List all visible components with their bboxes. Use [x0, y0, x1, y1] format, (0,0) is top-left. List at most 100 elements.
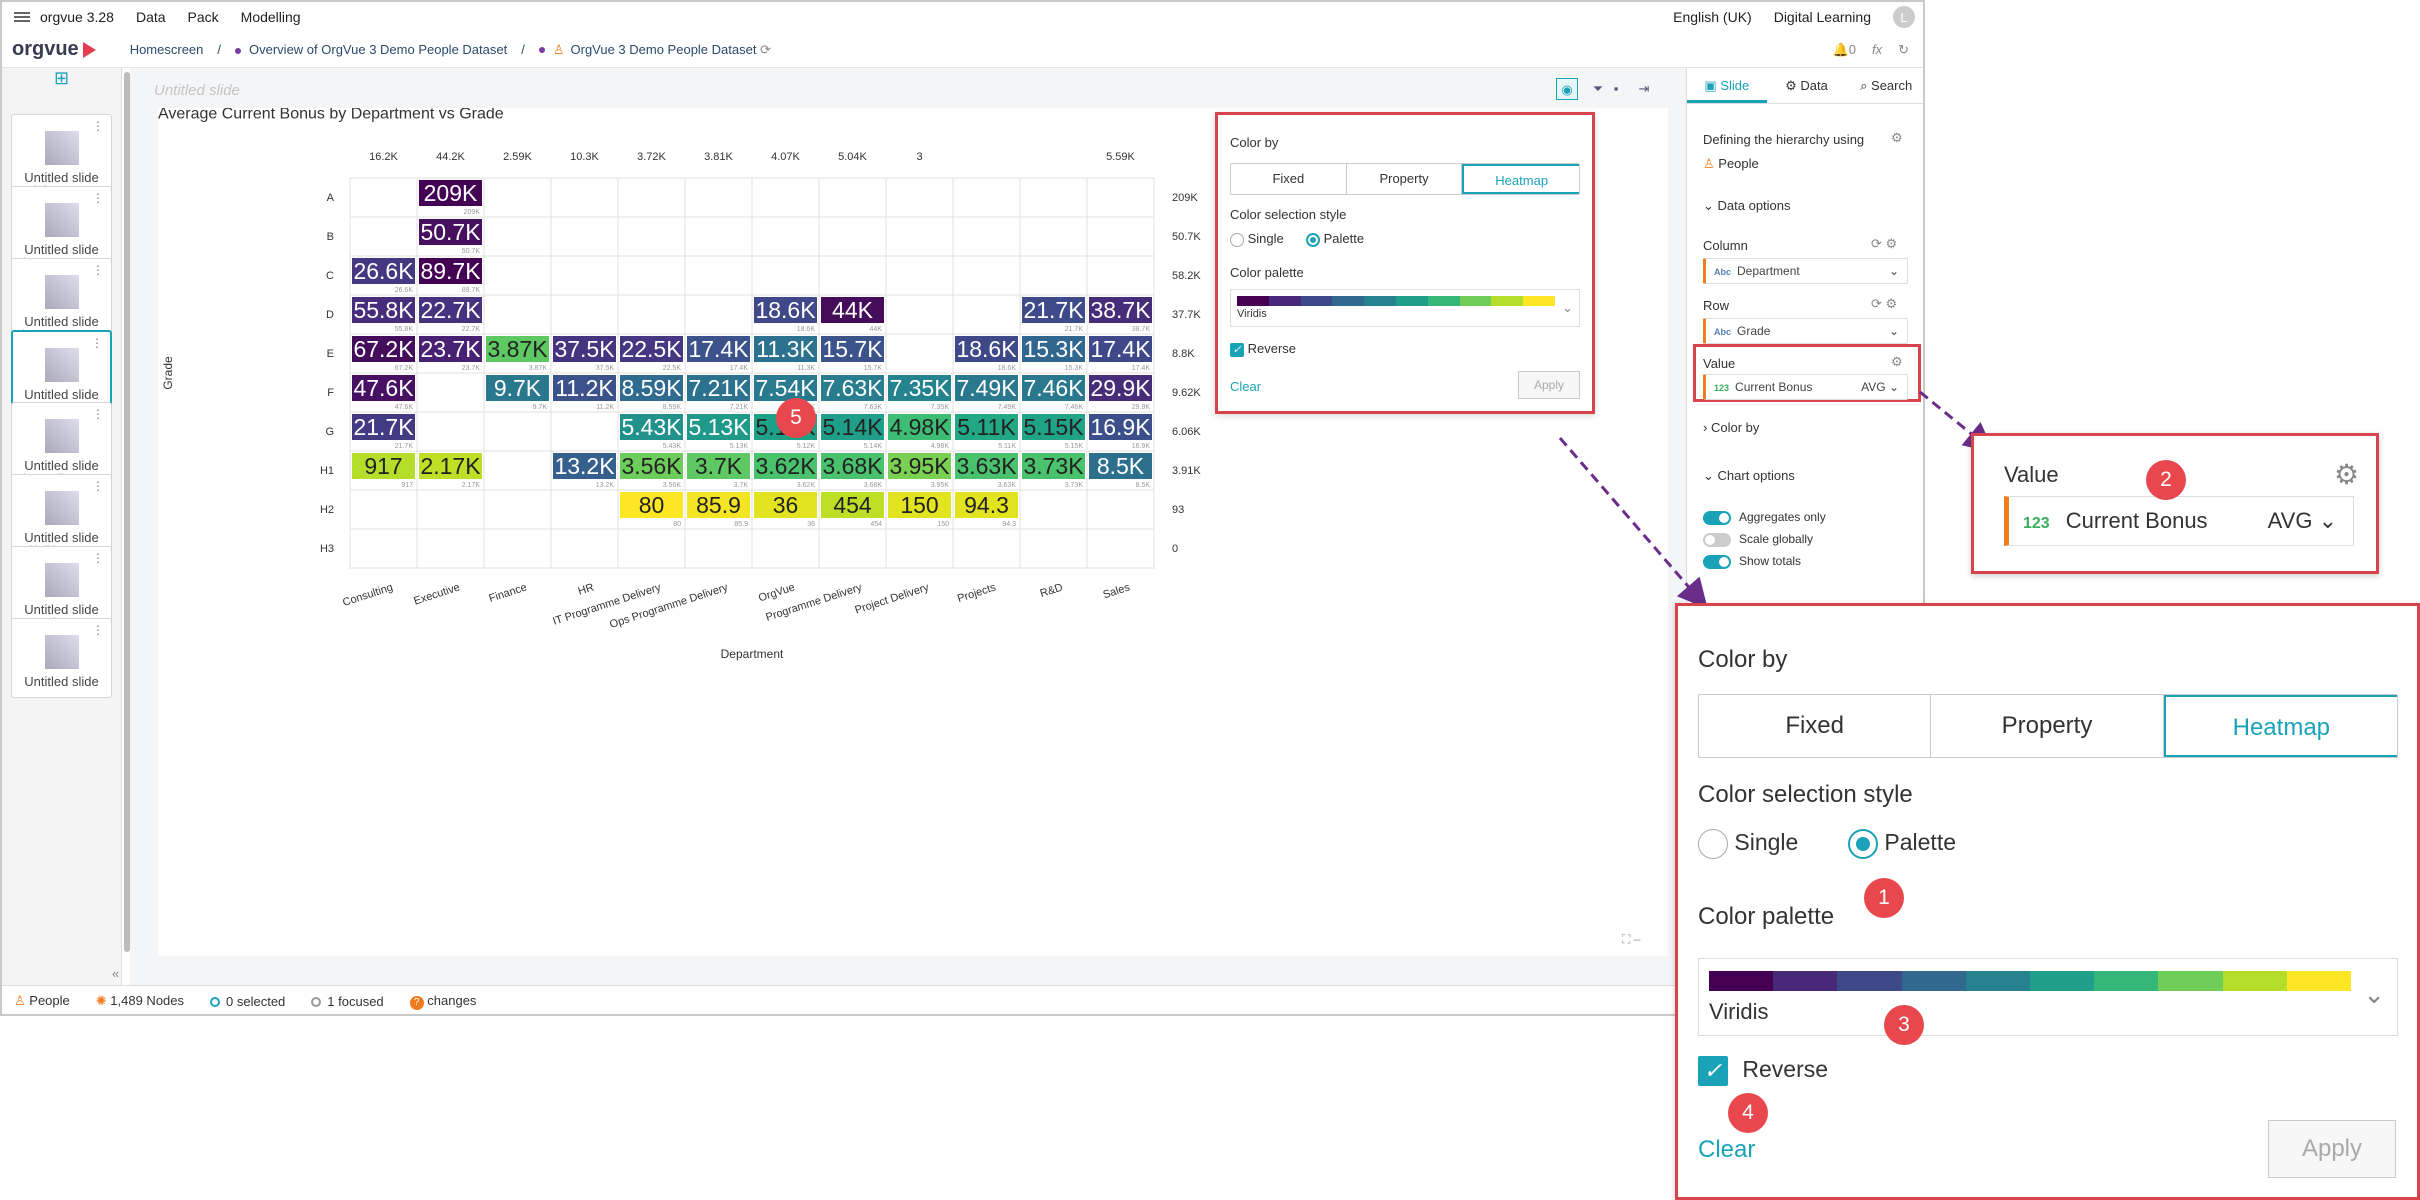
heatmap-cell-value: 22.5K — [621, 336, 682, 362]
breadcrumb-overview[interactable]: Overview of OrgVue 3 Demo People Dataset — [235, 42, 507, 57]
hierarchy-value[interactable]: ♙ People — [1703, 156, 1759, 172]
menu-data[interactable]: Data — [135, 9, 166, 25]
heatmap-cell-sublabel: 36 — [807, 521, 815, 528]
language-selector[interactable]: English (UK) — [1673, 9, 1752, 25]
mode-property-button[interactable]: Property — [1347, 164, 1463, 194]
value-field[interactable]: 123 Current Bonus AVG ⌄ — [1703, 374, 1908, 400]
fit-icon[interactable]: ⛶ – — [1622, 932, 1641, 946]
row-actions-icon[interactable]: ⟳ ⚙ — [1871, 296, 1898, 311]
breadcrumb-home[interactable]: Homescreen — [129, 42, 204, 57]
palette-color-swatch — [2222, 971, 2287, 991]
zoom-mode-property-button[interactable]: Property — [1931, 695, 2164, 757]
zoom-mode-fixed-button[interactable]: Fixed — [1699, 695, 1932, 757]
chart-card: Average Current Bonus by Department vs G… — [158, 105, 1668, 956]
more-vertical-icon[interactable]: ⋮ — [92, 623, 104, 637]
alerts-counter[interactable]: 🔔0 — [1833, 42, 1856, 58]
heatmap-cell — [888, 375, 951, 401]
status-focused[interactable]: 1 focused — [311, 993, 384, 1009]
toggle-switch[interactable] — [1703, 554, 1731, 569]
toggle-scale-globally[interactable]: Scale globally — [1703, 532, 1813, 547]
row-total: 0 — [1172, 543, 1178, 555]
style-single-radio[interactable]: Single — [1230, 231, 1284, 247]
toggle-show-totals[interactable]: Show totals — [1703, 554, 1801, 569]
zoom-reverse-checkbox[interactable]: ✓ Reverse — [1698, 1056, 1828, 1086]
more-vertical-icon[interactable]: ⋮ — [92, 479, 104, 493]
menu-pack[interactable]: Pack — [187, 9, 219, 25]
toggle-aggregates-only[interactable]: Aggregates only — [1703, 510, 1826, 525]
zoom-clear-button[interactable]: Clear — [1698, 1136, 1756, 1163]
sync-icon[interactable]: ⟳ — [760, 41, 771, 57]
more-vertical-icon[interactable]: ⋮ — [92, 119, 104, 133]
zoom-style-palette-radio[interactable]: Palette — [1848, 829, 1956, 859]
export-icon[interactable]: ⇥ — [1638, 81, 1650, 96]
zoom-value-gear-icon[interactable]: ⚙ — [2334, 459, 2360, 490]
palette-dropdown[interactable]: Viridis ⌄ — [1230, 289, 1580, 327]
status-changes[interactable]: ? changes — [409, 993, 476, 1010]
more-vertical-icon[interactable]: ⋮ — [91, 336, 103, 350]
tab-data[interactable]: ⚙ Data — [1767, 68, 1847, 103]
heatmap-grid-cell — [617, 294, 686, 335]
color-by-header[interactable]: › Color by — [1703, 420, 1759, 435]
mode-fixed-button[interactable]: Fixed — [1231, 164, 1347, 194]
status-nodes[interactable]: ✺ 1,489 Nodes — [96, 993, 184, 1009]
zoom-agg-select[interactable]: AVG ⌄ — [2267, 508, 2337, 533]
heatmap-cell-value: 94.3 — [964, 492, 1009, 518]
breadcrumb-dataset[interactable]: ♙ OrgVue 3 Demo People Dataset ⟳ — [538, 41, 771, 58]
filter-icon[interactable]: ⏷ — [1592, 81, 1604, 96]
menu-modelling[interactable]: Modelling — [240, 9, 301, 25]
comment-icon[interactable]: ▪ — [1613, 81, 1619, 96]
column-field[interactable]: Abc Department ⌄ — [1703, 258, 1908, 284]
clear-button[interactable]: Clear — [1230, 379, 1262, 394]
collapse-sidebar-icon[interactable]: « — [112, 966, 120, 981]
toggle-switch[interactable] — [1703, 532, 1731, 547]
heatmap-grid-cell — [1019, 489, 1088, 530]
hierarchy-gear-icon[interactable]: ⚙ — [1891, 130, 1903, 145]
tab-search[interactable]: ⌕ Search — [1846, 68, 1923, 103]
zoom-mode-heatmap-button[interactable]: Heatmap — [2163, 695, 2397, 757]
zoom-value-field[interactable]: 123 Current Bonus AVG ⌄ — [2004, 496, 2354, 546]
palette-color-swatch — [2094, 971, 2159, 991]
status-people[interactable]: ♙ People — [14, 993, 70, 1009]
zoom-style-single-radio[interactable]: Single — [1698, 829, 1798, 859]
slide-title-input[interactable]: Untitled slide — [154, 82, 240, 99]
style-palette-radio[interactable]: Palette — [1306, 231, 1364, 247]
reverse-checkbox[interactable]: ✓ Reverse — [1230, 341, 1296, 357]
refresh-icon[interactable]: ↻ — [1898, 41, 1909, 57]
more-vertical-icon[interactable]: ⋮ — [92, 263, 104, 277]
zoom-palette-dropdown[interactable]: Viridis ⌄ — [1698, 958, 2398, 1036]
more-vertical-icon[interactable]: ⋮ — [92, 551, 104, 565]
tab-slide[interactable]: ▣ Slide — [1687, 68, 1767, 103]
add-slide-button[interactable]: ⊞ — [53, 68, 70, 88]
palette-color-swatch — [1709, 971, 1774, 991]
zoom-apply-button[interactable]: Apply — [2268, 1120, 2396, 1178]
agg-select[interactable]: AVG ⌄ — [1861, 380, 1899, 394]
heatmap-grid-cell — [684, 294, 753, 335]
more-vertical-icon[interactable]: ⋮ — [92, 407, 104, 421]
slide-preview-image — [44, 131, 79, 165]
toggle-switch[interactable] — [1703, 510, 1731, 525]
data-options-header[interactable]: ⌄ Data options — [1703, 198, 1791, 214]
chart-options-header[interactable]: ⌄ Chart options — [1703, 468, 1795, 484]
value-gear-icon[interactable]: ⚙ — [1891, 354, 1903, 369]
column-total: 5.59K — [1106, 151, 1135, 163]
more-vertical-icon[interactable]: ⋮ — [92, 191, 104, 205]
color-by-popup: Color by Fixed Property Heatmap Color se… — [1215, 112, 1595, 414]
formula-icon[interactable]: fx — [1871, 41, 1883, 57]
workspace-name[interactable]: Digital Learning — [1773, 9, 1871, 25]
sidebar-scrollbar[interactable] — [124, 72, 130, 952]
mode-heatmap-button[interactable]: Heatmap — [1462, 164, 1580, 194]
chevron-down-icon: ⌄ — [1888, 264, 1899, 278]
orgvue-logo[interactable]: orgvue — [12, 38, 96, 61]
slide-thumbnail[interactable]: ⋮ Untitled slide — [11, 618, 112, 698]
hamburger-icon[interactable] — [14, 12, 30, 22]
status-selected[interactable]: 0 selected — [210, 994, 285, 1009]
chevron-right-icon: › — [1703, 420, 1711, 435]
row-field[interactable]: Abc Grade ⌄ — [1703, 318, 1908, 344]
slide-thumbnail-title: Untitled slide — [24, 602, 99, 617]
user-avatar[interactable]: L — [1893, 6, 1915, 28]
column-actions-icon[interactable]: ⟳ ⚙ — [1871, 236, 1898, 251]
status-focused-label: 1 focused — [327, 993, 384, 1009]
apply-button[interactable]: Apply — [1518, 371, 1580, 399]
heatmap-grid-cell — [952, 177, 1021, 218]
color-by-icon[interactable]: ◉ — [1556, 78, 1578, 100]
